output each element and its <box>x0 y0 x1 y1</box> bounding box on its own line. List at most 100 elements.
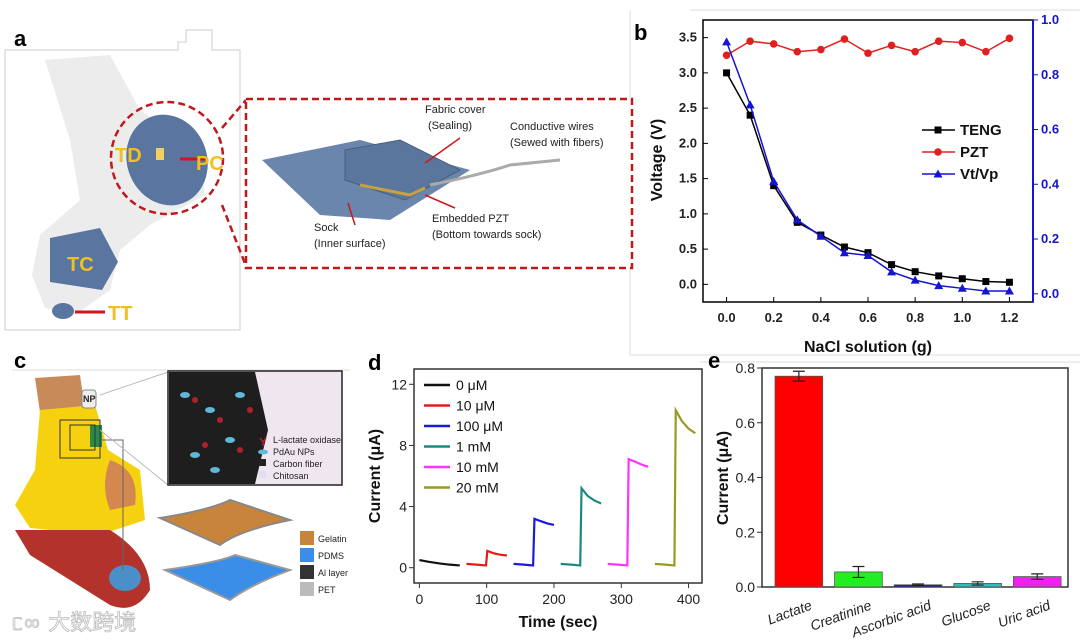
watermark: ᥴ∞ 大数跨境 <box>12 611 136 636</box>
series-line <box>419 558 460 567</box>
data-point <box>1004 286 1014 295</box>
legend-label: 100 μM <box>456 418 503 434</box>
conductive-wires <box>429 158 561 187</box>
y-tick-label: 2.5 <box>679 100 697 115</box>
label-sock: Sock <box>314 222 339 234</box>
y-tick-label: 0.4 <box>736 470 756 486</box>
y-tick-label: 3.0 <box>679 65 697 80</box>
y-tick-label: 0.0 <box>679 276 697 291</box>
legend-pet: PET <box>318 585 336 595</box>
y-tick-label: 0.8 <box>736 360 756 376</box>
data-point <box>840 243 848 251</box>
y-axis-label: Current (μA) <box>715 431 732 525</box>
y-tick-label: 3.5 <box>679 30 697 45</box>
gelatin-layer <box>156 498 294 547</box>
sock-illustration: TD PC TC TT <box>32 55 225 325</box>
data-point <box>769 177 779 186</box>
y2-tick-label: 0.6 <box>1041 122 1059 137</box>
legend-label: 0 μM <box>456 377 487 393</box>
x-axis-label: Time (sec) <box>519 614 598 631</box>
label-sealing: (Sealing) <box>428 120 472 132</box>
data-point <box>792 215 802 224</box>
label-inner: (Inner surface) <box>314 238 386 250</box>
label-fabric-cover: Fabric cover <box>425 104 486 116</box>
pzt-inset: Fabric cover (Sealing) Conductive wires … <box>220 97 634 270</box>
y-tick-label: 0.5 <box>679 241 697 256</box>
x-tick-label: 0.6 <box>859 310 877 325</box>
y2-tick-label: 0.4 <box>1041 176 1060 191</box>
x-tick-label: 300 <box>610 591 634 607</box>
data-point <box>840 35 849 43</box>
x-tick-label: 0.2 <box>765 310 783 325</box>
data-point <box>839 248 849 257</box>
data-point <box>958 275 966 283</box>
x-tick-label: 0.0 <box>718 310 736 325</box>
plot-frame <box>413 368 703 584</box>
y-tick-label: 1.0 <box>679 206 697 221</box>
data-point <box>888 261 896 269</box>
data-point <box>722 51 731 60</box>
panel-e-chart: e Current (μA) 0.00.20.40.60.8LactateCre… <box>700 348 1080 641</box>
y-tick-label: 8 <box>399 437 407 453</box>
label-conductive-wires: Conductive wires <box>510 121 594 133</box>
error-bar <box>792 370 805 382</box>
y2-tick-label: 0.0 <box>1041 286 1059 301</box>
data-point <box>958 38 967 47</box>
chitosan-icon <box>259 471 266 478</box>
callout-tt: TT <box>108 303 132 325</box>
swatch-al <box>300 565 314 579</box>
data-point <box>770 182 778 190</box>
legend-label: 1 mM <box>456 439 491 455</box>
zoom-circle <box>109 100 225 216</box>
panel-c-label: c <box>14 348 26 373</box>
data-point <box>722 37 732 46</box>
y-axis-label: Current (μA) <box>367 429 384 523</box>
legend-al: Al layer <box>318 568 348 578</box>
data-point <box>793 47 802 56</box>
x-tick-label: 1.2 <box>1000 310 1018 325</box>
legend-gelatin: Gelatin <box>318 534 347 544</box>
heel-patch <box>126 114 208 206</box>
data-point <box>817 45 825 54</box>
pdau-np-icon <box>258 449 268 455</box>
panel-d-chart: d Time (sec) Current (μA) 0 100 200 300 400 0… <box>367 350 703 631</box>
x-tick-label: 0.8 <box>906 310 924 325</box>
y-tick-label: 0.6 <box>736 415 756 431</box>
y-tick-label: 0.2 <box>736 524 756 540</box>
panel-b-label: b <box>634 20 647 45</box>
panel-e-label: e <box>708 348 720 373</box>
category-label: Lactate <box>765 597 814 628</box>
data-point <box>887 267 897 276</box>
teng-layers: Gelatin PDMS Al layer PET <box>156 498 348 602</box>
data-point <box>863 250 873 259</box>
data-point <box>723 69 731 77</box>
legend-label: Vt/Vp <box>960 166 998 183</box>
legend-label: TENG <box>960 122 1002 139</box>
legend-label: PZT <box>960 144 988 161</box>
data-point <box>957 283 967 292</box>
panel-b-chart: b NaCl solution (g) Voltage (V) 0.0 0.2 0.… <box>634 12 1060 356</box>
data-point <box>746 37 754 45</box>
legend-label: 20 mM <box>456 480 499 496</box>
data-point <box>769 40 778 48</box>
series-line <box>513 517 555 567</box>
error-bar <box>1031 573 1044 580</box>
toe-cap-patch <box>50 228 118 290</box>
x-tick-label: 400 <box>677 591 701 607</box>
data-point <box>911 47 919 56</box>
plot-frame <box>702 19 1034 303</box>
legend-label: 10 mM <box>456 459 499 475</box>
x-tick-label: 0 <box>415 591 423 607</box>
panel-a-label: a <box>14 26 27 51</box>
y-tick-label: 4 <box>399 499 407 515</box>
x-axis-label: NaCl solution (g) <box>804 339 932 356</box>
series-line <box>560 485 602 567</box>
legend-marker <box>934 148 942 156</box>
carbon-fiber-mesh <box>169 372 268 484</box>
label-embedded-pzt: Embedded PZT <box>432 213 509 225</box>
data-point <box>982 47 990 56</box>
x-tick-label: 1.0 <box>953 310 971 325</box>
x-tick-label: 200 <box>542 591 566 607</box>
label-bottom: (Bottom towards sock) <box>432 229 541 241</box>
legend-pdms: PDMS <box>318 551 344 561</box>
